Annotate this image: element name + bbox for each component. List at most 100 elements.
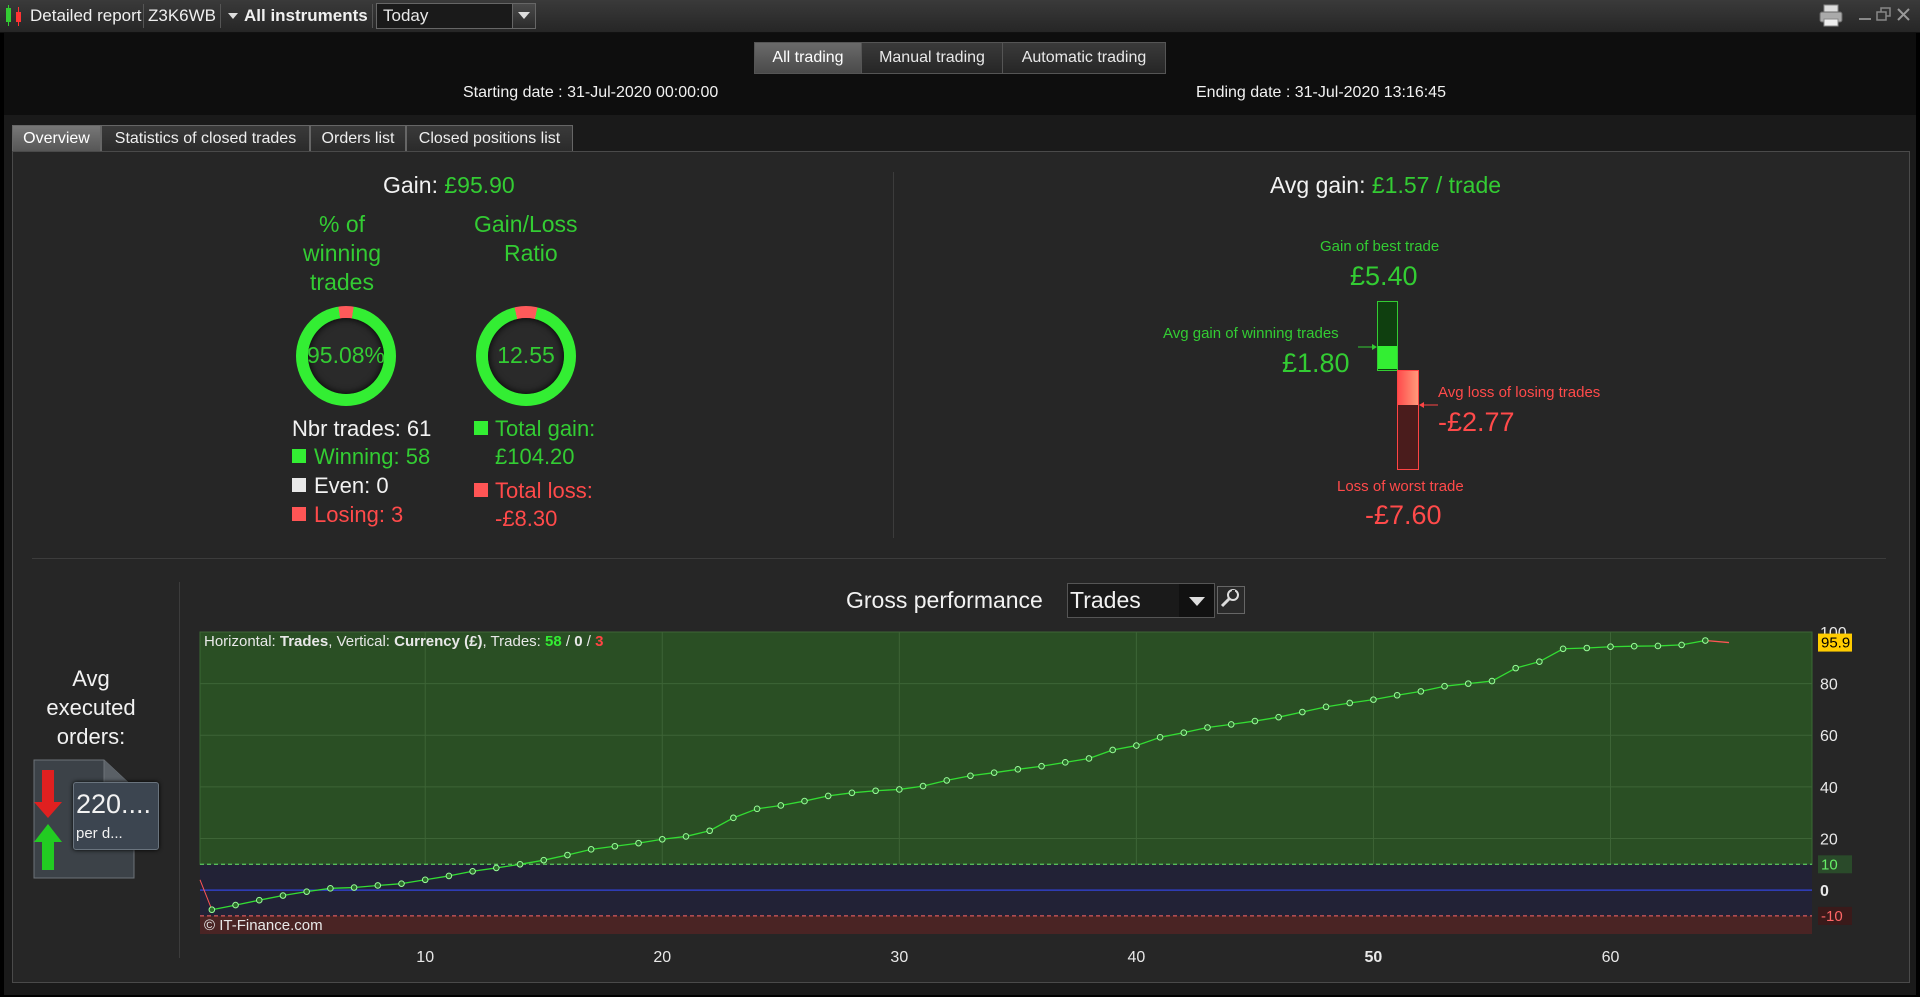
manual-trading-button[interactable]: Manual trading — [861, 42, 1003, 74]
period-dropdown-button[interactable] — [512, 4, 535, 28]
info-h-value: Trades — [280, 633, 328, 650]
donut-center — [308, 318, 384, 394]
account-id[interactable]: Z3K6WB — [148, 6, 217, 25]
all-trading-button[interactable]: All trading — [754, 42, 862, 74]
series-segment — [1539, 648, 1564, 663]
data-point — [919, 782, 927, 790]
y-tick-label: 60 — [1820, 728, 1838, 745]
data-point — [1038, 762, 1045, 770]
x-tick-label: 10 — [416, 949, 434, 966]
data-point — [1204, 724, 1211, 731]
series-segment — [1088, 749, 1113, 760]
series-segment — [1657, 644, 1682, 647]
series-segment — [638, 838, 663, 844]
series-segment — [804, 795, 829, 802]
restore-icon[interactable] — [1876, 7, 1892, 23]
series-segment — [1491, 667, 1516, 682]
series-segment — [756, 804, 781, 810]
series-segment — [899, 785, 924, 791]
data-point — [1583, 644, 1591, 652]
avg-gain-summary: Avg gain: £1.57 / trade — [1270, 172, 1501, 199]
select-value: Trades — [1070, 587, 1141, 613]
avg-win-value: £1.80 — [1282, 348, 1350, 378]
data-point — [421, 876, 429, 884]
total-loss-swatch — [474, 483, 488, 497]
positive-zone — [199, 631, 1813, 865]
series-segment — [1373, 694, 1398, 701]
series-segment — [401, 879, 426, 885]
series-segment — [1705, 639, 1730, 644]
losing-color-swatch — [292, 507, 306, 521]
chart-info-text: Horizontal: Trades, Vertical: Currency (… — [204, 633, 603, 650]
series-segment — [259, 894, 284, 901]
series-segment — [591, 845, 615, 850]
title-bar: Detailed report Z3K6WB All instruments T… — [0, 0, 1920, 33]
data-point — [1014, 766, 1022, 773]
series-segment — [1586, 646, 1611, 649]
total-gain-label: Total gain: — [495, 416, 596, 441]
tab-statistics-closed-trades[interactable]: Statistics of closed trades — [101, 125, 310, 152]
data-point — [1346, 699, 1354, 707]
info-trades-label: , Trades: — [482, 633, 545, 650]
data-point — [1559, 645, 1567, 653]
data-point — [1322, 703, 1330, 711]
series-segment — [496, 863, 521, 869]
donut-center — [488, 318, 564, 394]
instruments-dropdown[interactable]: All instruments — [224, 3, 369, 29]
data-point — [1061, 759, 1069, 766]
gridlines — [200, 631, 1812, 865]
total-gain-value: £104.20 — [495, 444, 575, 469]
data-point — [1607, 643, 1614, 651]
tab-closed-positions-list[interactable]: Closed positions list — [406, 125, 573, 152]
x-tick-label: 40 — [1127, 949, 1145, 966]
series-segment — [1302, 706, 1327, 713]
total-loss-value: -£8.30 — [495, 506, 558, 531]
series-segment — [1159, 732, 1184, 738]
series-segment — [1515, 661, 1540, 669]
lower-band-tag: -10 — [1821, 908, 1843, 925]
gain-loss-ratio-donut: 12.55 — [476, 306, 576, 406]
orders-value-box: 220.... per d... — [73, 782, 159, 850]
settings-wrench-button[interactable] — [1217, 586, 1245, 614]
data-point — [232, 901, 239, 909]
gross-performance-select[interactable]: Trades — [1067, 583, 1215, 618]
data-point — [374, 882, 382, 889]
tab-overview[interactable]: Overview — [12, 125, 101, 152]
value-tags: 10 -10 95.9 — [1818, 633, 1852, 925]
series-segment — [425, 875, 450, 881]
horizontal-divider — [32, 558, 1886, 559]
negative-zone — [200, 915, 1812, 934]
tab-orders-list[interactable]: Orders list — [310, 125, 406, 152]
data-point — [1654, 642, 1662, 650]
arrow-left-icon — [1419, 402, 1438, 408]
data-point — [1109, 746, 1116, 754]
data-point — [493, 864, 500, 872]
data-point — [1275, 713, 1282, 721]
series-segment — [922, 779, 947, 787]
print-icon[interactable] — [1818, 4, 1846, 28]
winning-pct-value: 95.08% — [306, 342, 385, 368]
period-select[interactable]: Today — [376, 3, 536, 29]
x-tick-label: 50 — [1365, 949, 1383, 966]
arrow-right-icon — [1358, 344, 1377, 350]
even-color-swatch — [292, 478, 306, 492]
avg-orders-subtitle: per d... — [76, 825, 123, 842]
automatic-trading-button[interactable]: Automatic trading — [1002, 42, 1166, 74]
separator — [372, 4, 373, 28]
close-icon[interactable] — [1896, 7, 1912, 23]
select-dropdown-button[interactable] — [1179, 584, 1214, 617]
series-segment — [235, 899, 260, 906]
series-segment — [1136, 736, 1161, 747]
nbr-trades: Nbr trades: 61 — [292, 416, 432, 441]
series-segment — [994, 768, 1018, 774]
x-tick-label: 30 — [890, 949, 908, 966]
minimize-icon[interactable] — [1858, 8, 1872, 22]
data-point — [398, 880, 405, 887]
avg-orders-title: Avg executed orders: — [30, 664, 152, 751]
gross-performance-title: Gross performance — [846, 587, 1043, 613]
vertical-divider-left — [179, 582, 180, 958]
data-point — [327, 885, 334, 892]
data-point — [1227, 721, 1235, 728]
even-count: Even: 0 — [314, 473, 389, 498]
